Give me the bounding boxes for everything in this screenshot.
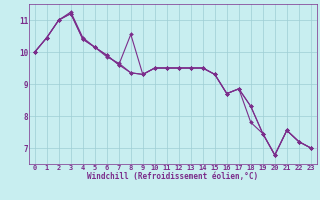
X-axis label: Windchill (Refroidissement éolien,°C): Windchill (Refroidissement éolien,°C) <box>87 172 258 181</box>
